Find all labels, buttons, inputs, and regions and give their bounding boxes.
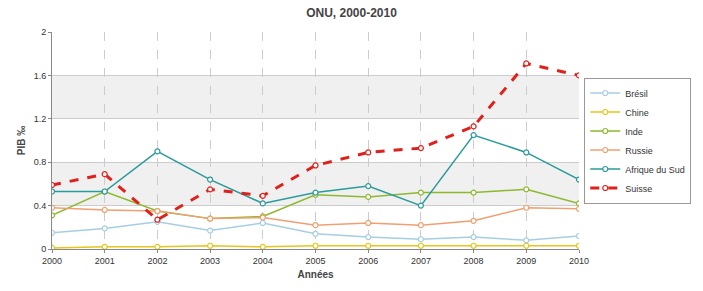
svg-text:0.8: 0.8 [34,157,47,167]
svg-text:Brésil: Brésil [625,89,648,99]
svg-text:2: 2 [41,27,46,37]
svg-text:0: 0 [41,244,46,254]
svg-text:Chine: Chine [625,108,649,118]
svg-text:Russie: Russie [625,146,653,156]
svg-text:2005: 2005 [305,256,325,266]
svg-text:2006: 2006 [358,256,378,266]
svg-text:Afrique du Sud: Afrique du Sud [625,165,685,175]
svg-text:2010: 2010 [569,256,589,266]
svg-text:Années: Années [297,269,334,280]
svg-text:2002: 2002 [147,256,167,266]
svg-text:0.4: 0.4 [34,201,47,211]
svg-text:ONU, 2000-2010: ONU, 2000-2010 [306,6,397,20]
svg-text:Inde: Inde [625,127,643,137]
svg-text:2001: 2001 [95,256,115,266]
svg-text:2007: 2007 [411,256,431,266]
svg-text:2000: 2000 [42,256,62,266]
svg-text:2009: 2009 [516,256,536,266]
svg-text:PIB ‰: PIB ‰ [16,126,27,155]
svg-text:Suisse: Suisse [625,184,652,194]
svg-text:2008: 2008 [464,256,484,266]
svg-text:1.2: 1.2 [34,114,47,124]
svg-text:2003: 2003 [200,256,220,266]
svg-text:2004: 2004 [253,256,273,266]
svg-text:1.6: 1.6 [34,71,47,81]
